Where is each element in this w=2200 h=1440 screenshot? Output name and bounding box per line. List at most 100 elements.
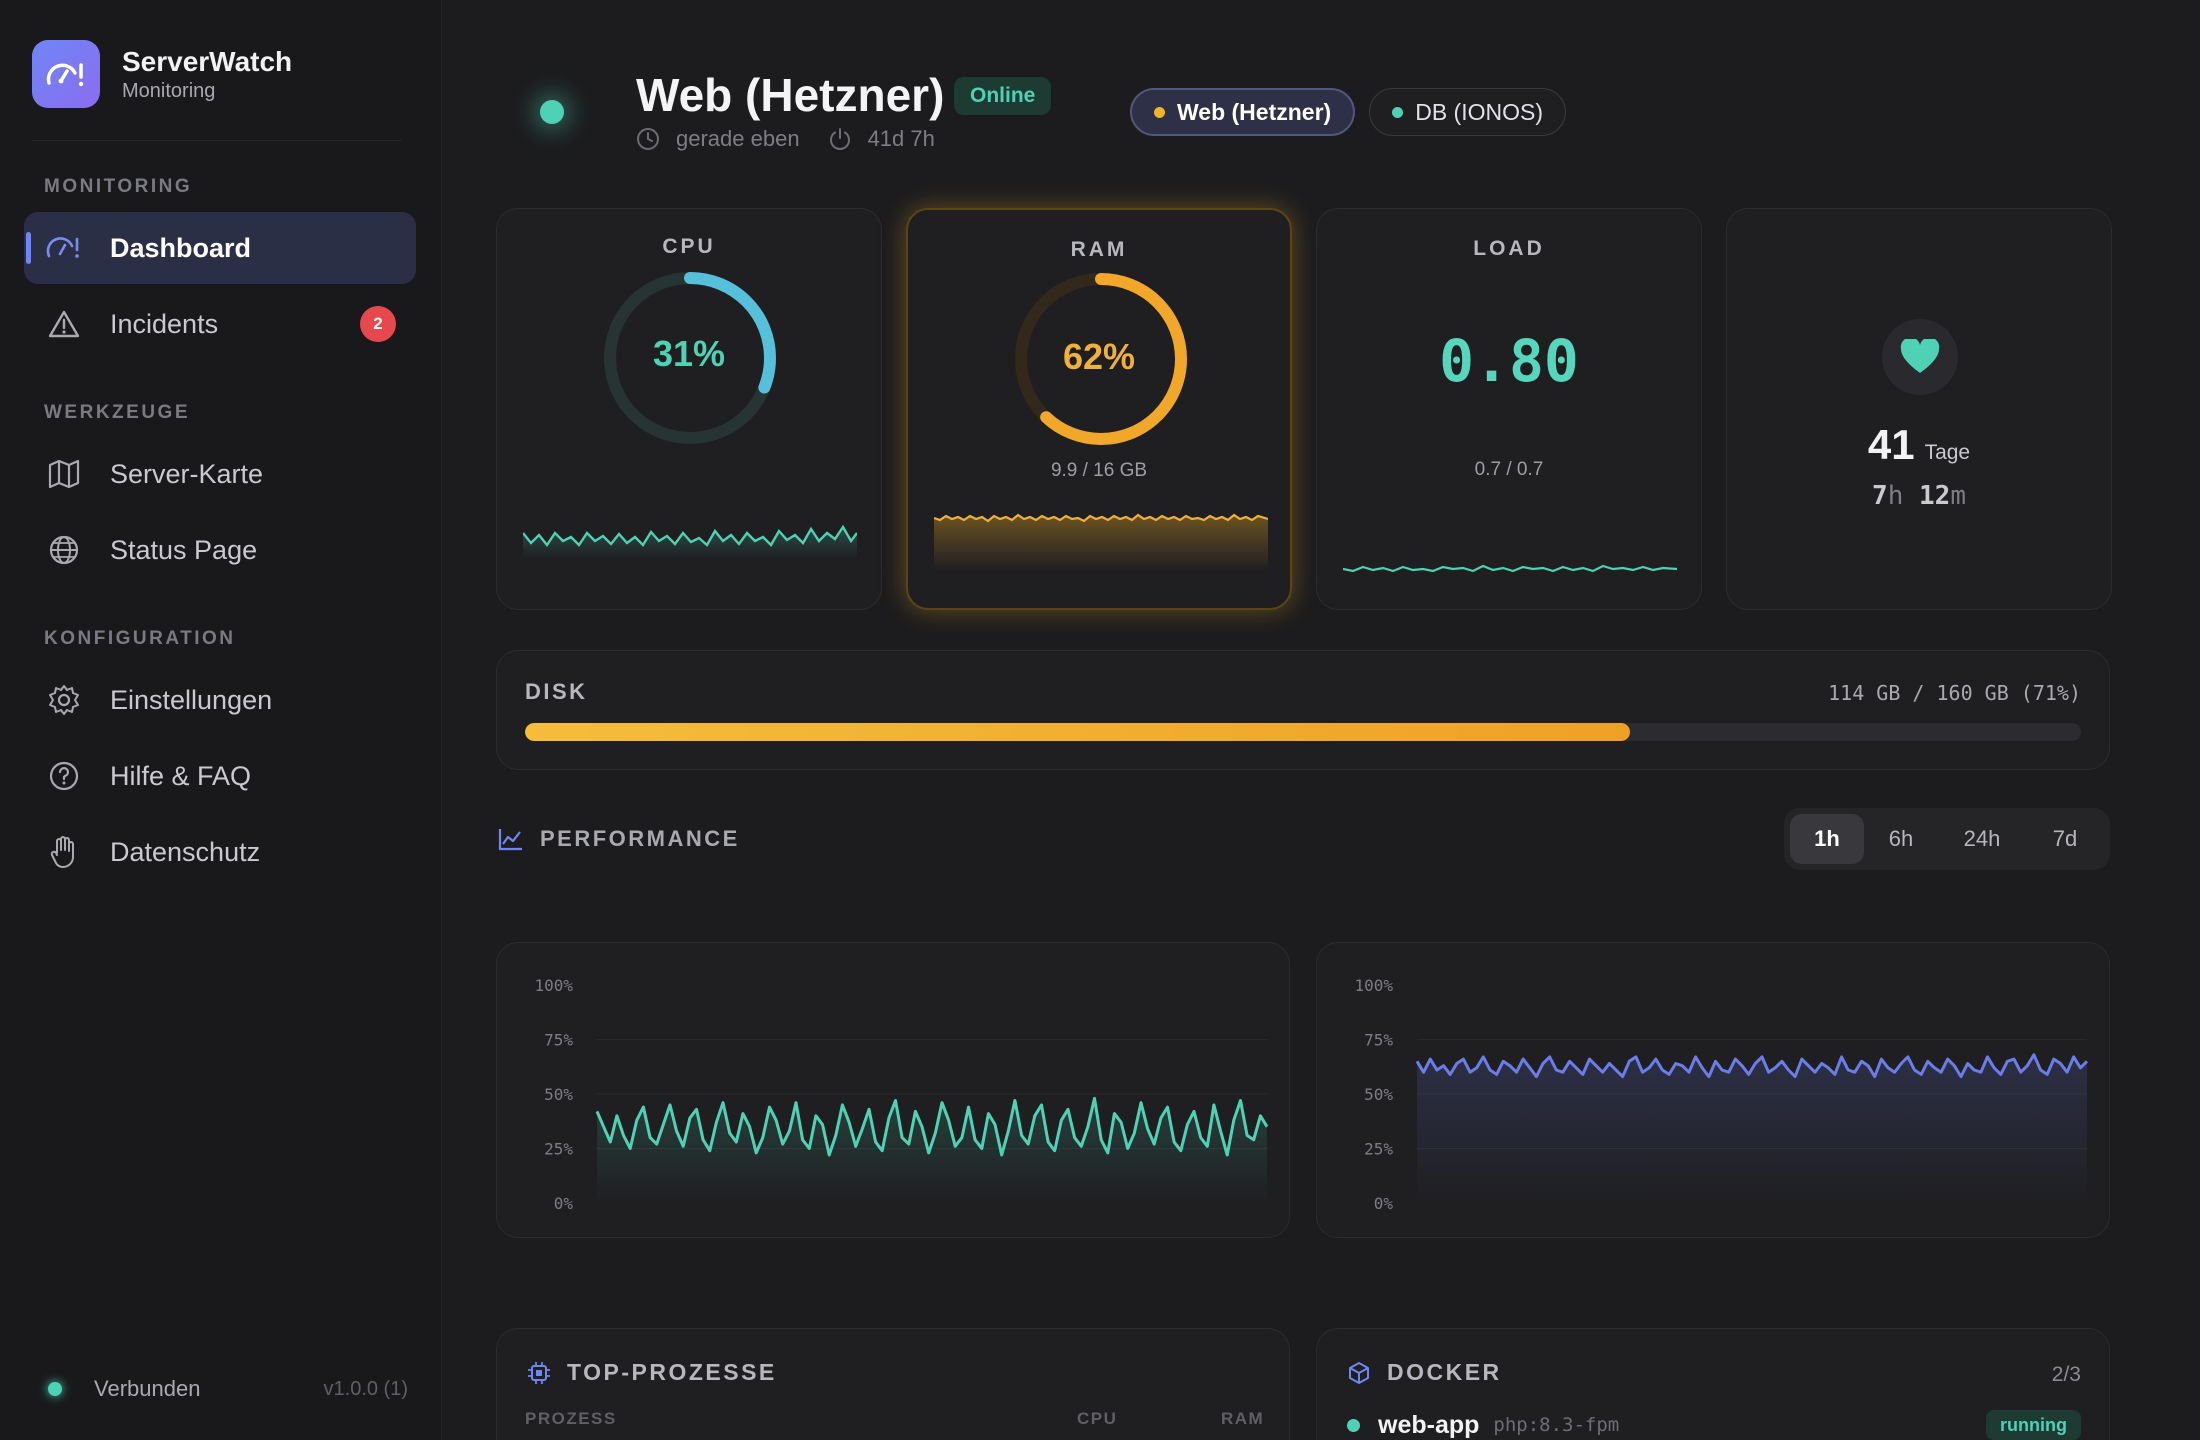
section-label-monitoring: MONITORING — [44, 176, 193, 197]
container-count: 2/3 — [2051, 1363, 2081, 1386]
container-row[interactable]: web-app php:8.3-fpm running — [1347, 1407, 2081, 1440]
sidebar-item-settings[interactable]: Einstellungen — [24, 664, 416, 736]
disk-card: DISK 114 GB / 160 GB (71%) — [496, 650, 2110, 770]
ram-value: 62% — [1062, 336, 1136, 377]
ram-sparkline — [934, 513, 1268, 570]
uptime-minutes: 12 — [1919, 481, 1951, 511]
sidebar-item-label: Einstellungen — [110, 684, 273, 715]
version-label: v1.0.0 (1) — [323, 1377, 408, 1400]
cpu-chip-icon — [528, 1361, 550, 1384]
y-tick-label: 50% — [544, 1085, 573, 1104]
top-processes-panel: TOP-PROZESSE PROZESS CPU RAM — [496, 1328, 1290, 1440]
brand[interactable]: ServerWatch Monitoring — [32, 40, 292, 108]
sidebar: ServerWatch Monitoring MONITORING Dashbo… — [0, 0, 442, 1440]
y-tick-label: 75% — [544, 1031, 573, 1050]
sidebar-item-status-page[interactable]: Status Page — [24, 514, 416, 586]
cpu-sparkline — [523, 524, 857, 559]
sidebar-item-incidents[interactable]: Incidents 2 — [24, 288, 416, 360]
map-icon — [46, 456, 82, 492]
uptime-minutes-unit: m — [1950, 481, 1966, 511]
uptime-card[interactable]: 41 Tage 7h 12m — [1726, 208, 2112, 610]
panel-title: TOP-PROZESSE — [567, 1359, 777, 1385]
heart-icon — [1882, 319, 1958, 395]
ram-detail: 9.9 / 16 GB — [1050, 460, 1148, 481]
container-name: web-app — [1378, 1410, 1480, 1439]
load-value: 0.80 — [1439, 327, 1579, 395]
connection-label: Verbunden — [94, 1376, 201, 1401]
disk-usage-bar — [525, 723, 2081, 741]
gear-icon — [46, 682, 82, 718]
y-tick-label: 25% — [1364, 1140, 1393, 1159]
y-tick-label: 0% — [1374, 1194, 1394, 1213]
series-line — [595, 1096, 1269, 1157]
server-meta: gerade eben 41d 7h — [636, 126, 963, 152]
section-title: PERFORMANCE — [540, 826, 740, 851]
uptime-short: 41d 7h — [867, 126, 935, 151]
container-box-icon — [1349, 1361, 1369, 1384]
load-detail: 0.7 / 0.7 — [1474, 459, 1544, 480]
ram-gauge — [1015, 273, 1187, 445]
performance-header: PERFORMANCE — [498, 826, 740, 852]
status-dot — [48, 1382, 62, 1396]
sidebar-item-dashboard[interactable]: Dashboard — [24, 212, 416, 284]
gauge-icon — [46, 230, 82, 266]
series-area — [597, 1098, 1267, 1203]
server-tab-label: Web (Hetzner) — [1177, 98, 1332, 125]
incident-count-badge: 2 — [360, 306, 396, 342]
chart-line-icon — [498, 829, 522, 851]
time-range-selector: 1h 6h 24h 7d — [1784, 808, 2110, 870]
column-header-ram: RAM — [1221, 1409, 1265, 1428]
disk-info: 114 GB / 160 GB (71%) — [1828, 681, 2081, 705]
series-area — [1417, 1054, 2087, 1203]
power-icon — [829, 128, 850, 150]
column-header-cpu: CPU — [1077, 1409, 1118, 1428]
sidebar-item-label: Incidents — [110, 308, 219, 339]
uptime-hours-unit: h — [1887, 481, 1904, 511]
docker-panel: DOCKER 2/3 web-app php:8.3-fpm running — [1316, 1328, 2110, 1440]
y-tick-label: 100% — [1354, 976, 1393, 995]
ram-card[interactable]: RAM 62% 9.9 / 16 GB — [906, 208, 1292, 610]
cpu-gauge — [604, 272, 776, 444]
globe-icon — [46, 532, 82, 568]
metric-label: RAM — [1070, 238, 1128, 261]
status-dot — [1392, 106, 1404, 118]
cpu-card[interactable]: CPU 31% — [496, 208, 882, 610]
warning-icon — [46, 306, 82, 342]
ram-history-plot: 100% 75% 50% 25% 0% — [1354, 976, 2089, 1213]
logo-gauge-icon — [32, 40, 100, 108]
range-7d[interactable]: 7d — [2052, 826, 2078, 851]
section-label-werkzeuge: WERKZEUGE — [44, 402, 190, 423]
sidebar-item-privacy[interactable]: Datenschutz — [24, 816, 416, 888]
server-switcher: Web (Hetzner) DB (IONOS) — [1130, 88, 1566, 136]
server-tab-web-hetzner[interactable]: Web (Hetzner) — [1130, 88, 1356, 136]
disk-label: DISK — [525, 679, 588, 704]
load-sparkline — [1343, 564, 1677, 573]
cpu-value: 31% — [652, 333, 726, 374]
cpu-history-plot: 100% 75% 50% 25% 0% — [534, 976, 1269, 1213]
panel-title: DOCKER — [1387, 1359, 1502, 1385]
uptime-hours: 7 — [1872, 481, 1888, 511]
status-dot — [1154, 106, 1165, 118]
question-icon — [46, 758, 82, 794]
metric-label: CPU — [662, 235, 716, 258]
range-24h[interactable]: 24h — [1963, 826, 2001, 851]
y-tick-label: 100% — [534, 976, 573, 995]
last-seen: gerade eben — [676, 126, 800, 151]
range-1h[interactable]: 1h — [1790, 814, 1864, 864]
y-tick-label: 75% — [1364, 1031, 1393, 1050]
sidebar-item-label: Datenschutz — [110, 836, 261, 867]
hand-icon — [46, 834, 82, 870]
clock-icon — [637, 128, 659, 150]
connection-status: Verbunden v1.0.0 (1) — [48, 1376, 408, 1402]
uptime-days: 41 — [1867, 421, 1915, 468]
server-tab-db-ionos[interactable]: DB (IONOS) — [1369, 88, 1566, 136]
status-badge: Online — [954, 77, 1052, 115]
sidebar-item-server-map[interactable]: Server-Karte — [24, 438, 416, 510]
server-status-indicator — [540, 100, 564, 124]
ram-history-chart: 100% 75% 50% 25% 0% — [1316, 942, 2110, 1238]
container-image: php:8.3-fpm — [1493, 1414, 1620, 1436]
load-card[interactable]: LOAD 0.80 0.7 / 0.7 — [1316, 208, 1702, 610]
column-header-process: PROZESS — [525, 1409, 617, 1428]
sidebar-item-help[interactable]: Hilfe & FAQ — [24, 740, 416, 812]
range-6h[interactable]: 6h — [1888, 826, 1914, 851]
